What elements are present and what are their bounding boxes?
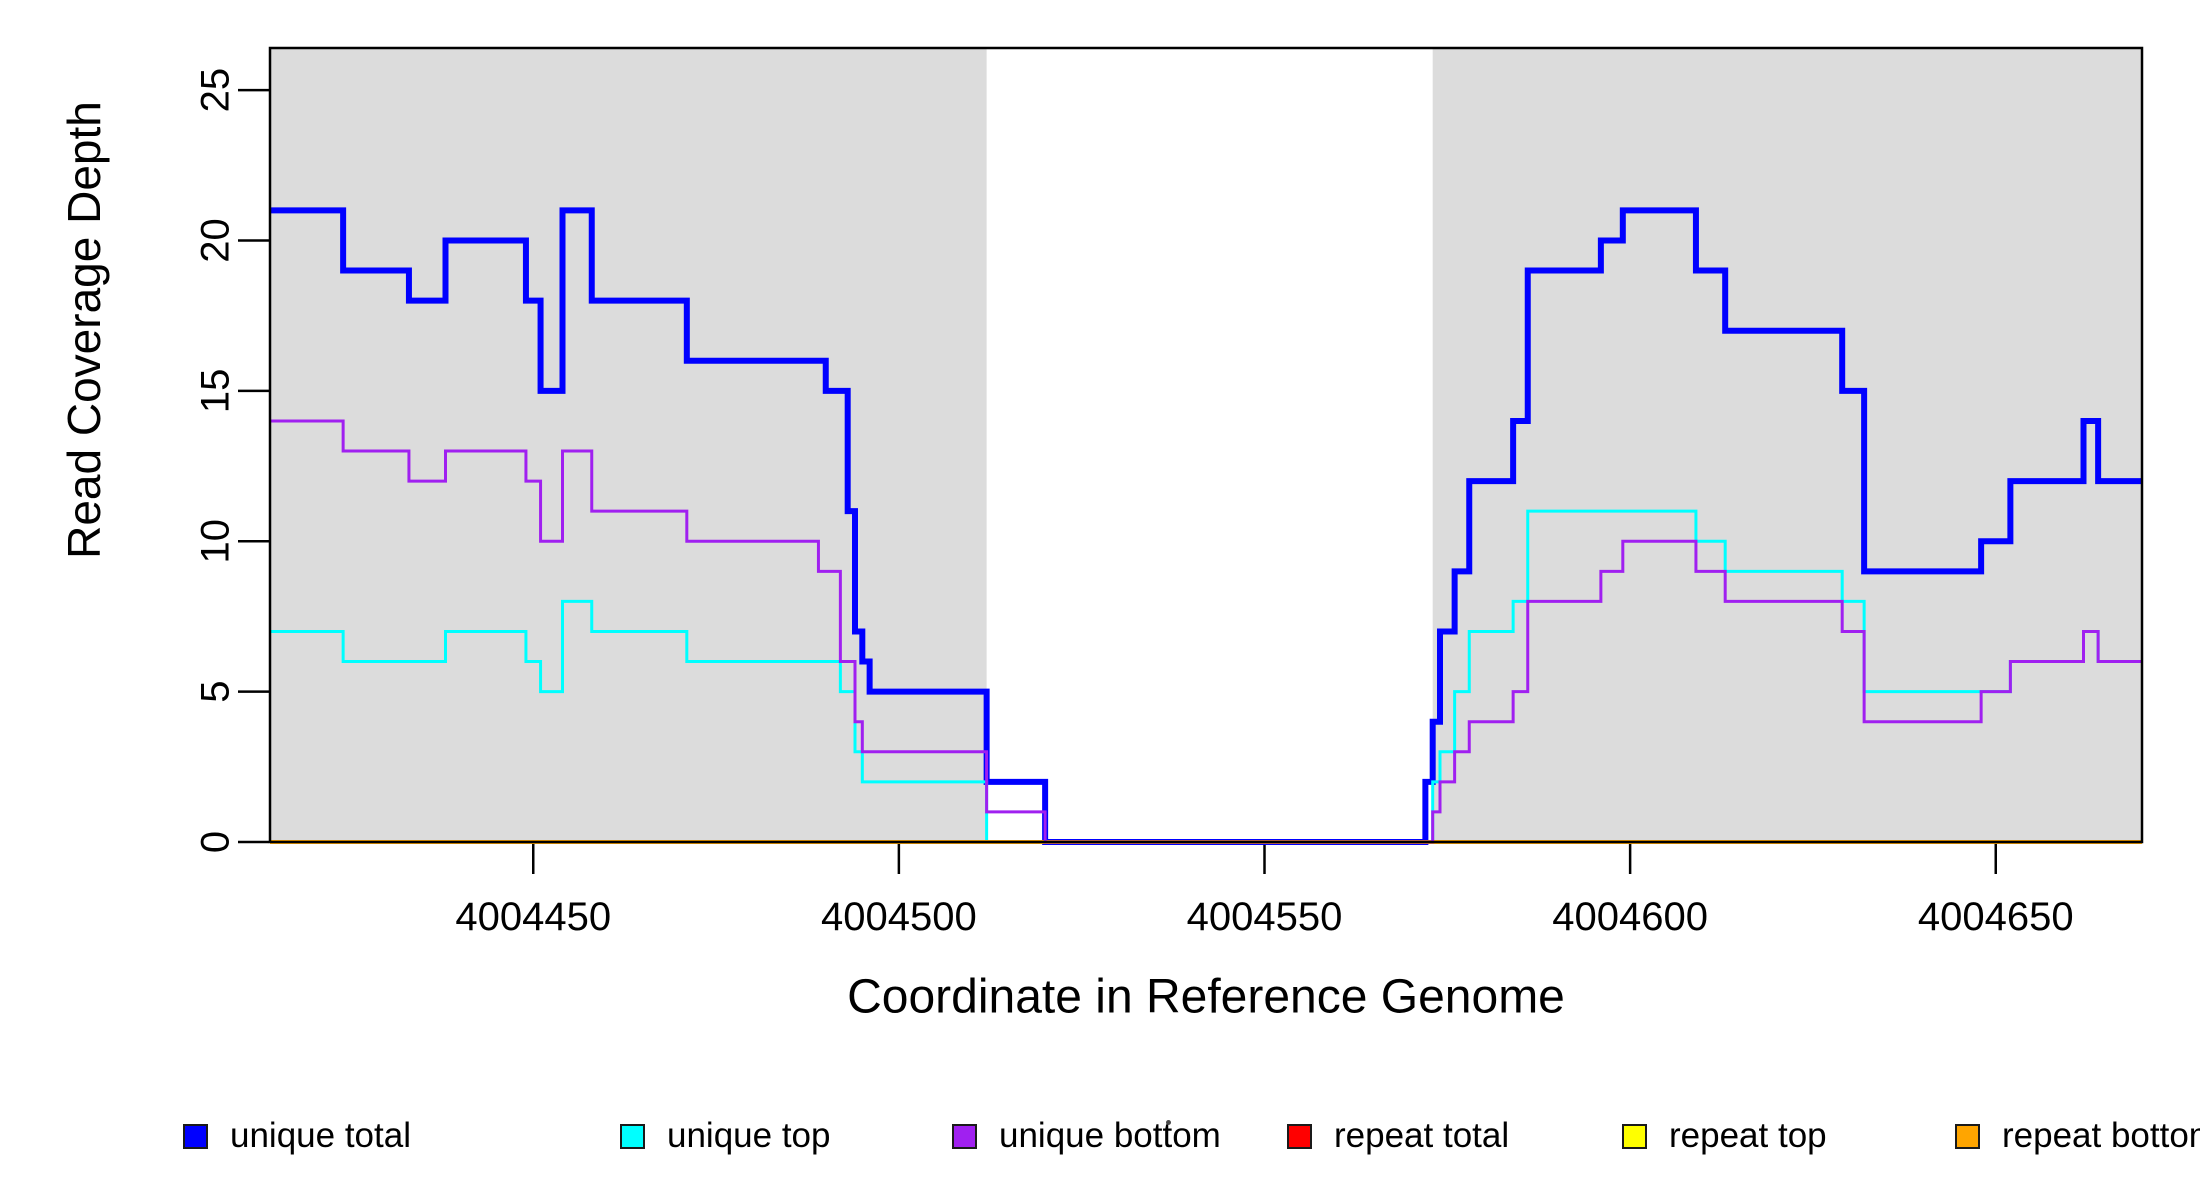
legend-label: repeat total <box>1334 1116 1510 1155</box>
legend-swatch-icon <box>620 1123 645 1149</box>
plot-border <box>268 46 2144 844</box>
legend-swatch-icon <box>1622 1123 1647 1149</box>
legend-item-unique-top: unique top <box>620 1112 830 1160</box>
series-unique-top <box>270 509 2142 844</box>
y-axis-title: Read Coverage Depth <box>58 101 110 559</box>
series-unique-total <box>270 207 2142 845</box>
y-tick-label: 15 <box>194 369 238 414</box>
legend-item-unique-total: unique total <box>183 1112 411 1160</box>
x-tick-label: 4004450 <box>455 895 611 939</box>
y-tick-label: 20 <box>194 218 238 263</box>
x-tick-label: 4004500 <box>821 895 977 939</box>
legend-item-repeat-total: repeat total <box>1287 1112 1509 1160</box>
legend: unique total unique top unique bottom repea… <box>0 1112 2200 1164</box>
legend-label: repeat bottom <box>2002 1116 2200 1155</box>
y-tick-label: 25 <box>194 68 238 113</box>
shaded-region-0 <box>270 48 987 842</box>
legend-label: unique top <box>667 1116 831 1155</box>
y-tick-label: 10 <box>194 519 238 564</box>
legend-label: unique bottom <box>999 1116 1221 1155</box>
x-tick-label: 4004550 <box>1187 895 1343 939</box>
legend-swatch-icon <box>183 1123 208 1149</box>
legend-swatch-icon <box>1955 1123 1980 1149</box>
shaded-region-1 <box>1432 48 2142 842</box>
series-unique-bottom <box>270 419 2142 844</box>
legend-item-unique-bottom: unique bottom <box>952 1112 1221 1160</box>
legend-label: repeat top <box>1669 1116 1827 1155</box>
legend-swatch-icon <box>1287 1123 1312 1149</box>
legend-swatch-icon <box>952 1123 977 1149</box>
x-axis-title: Coordinate in Reference Genome <box>847 970 1565 1024</box>
x-tick-label: 4004600 <box>1552 895 1708 939</box>
legend-label: unique total <box>230 1116 411 1155</box>
chart-svg: 4004450 4004500 4004550 4004600 4004650 0 5 10 1… <box>194 46 2144 939</box>
y-tick-label: 0 <box>194 831 238 853</box>
legend-item-repeat-bottom: repeat bottom <box>1955 1112 2200 1160</box>
y-tick-label: 5 <box>194 680 238 702</box>
legend-item-repeat-top: repeat top <box>1622 1112 1827 1160</box>
artifact-dot <box>1166 1120 1171 1125</box>
x-tick-label: 4004650 <box>1918 895 2074 939</box>
